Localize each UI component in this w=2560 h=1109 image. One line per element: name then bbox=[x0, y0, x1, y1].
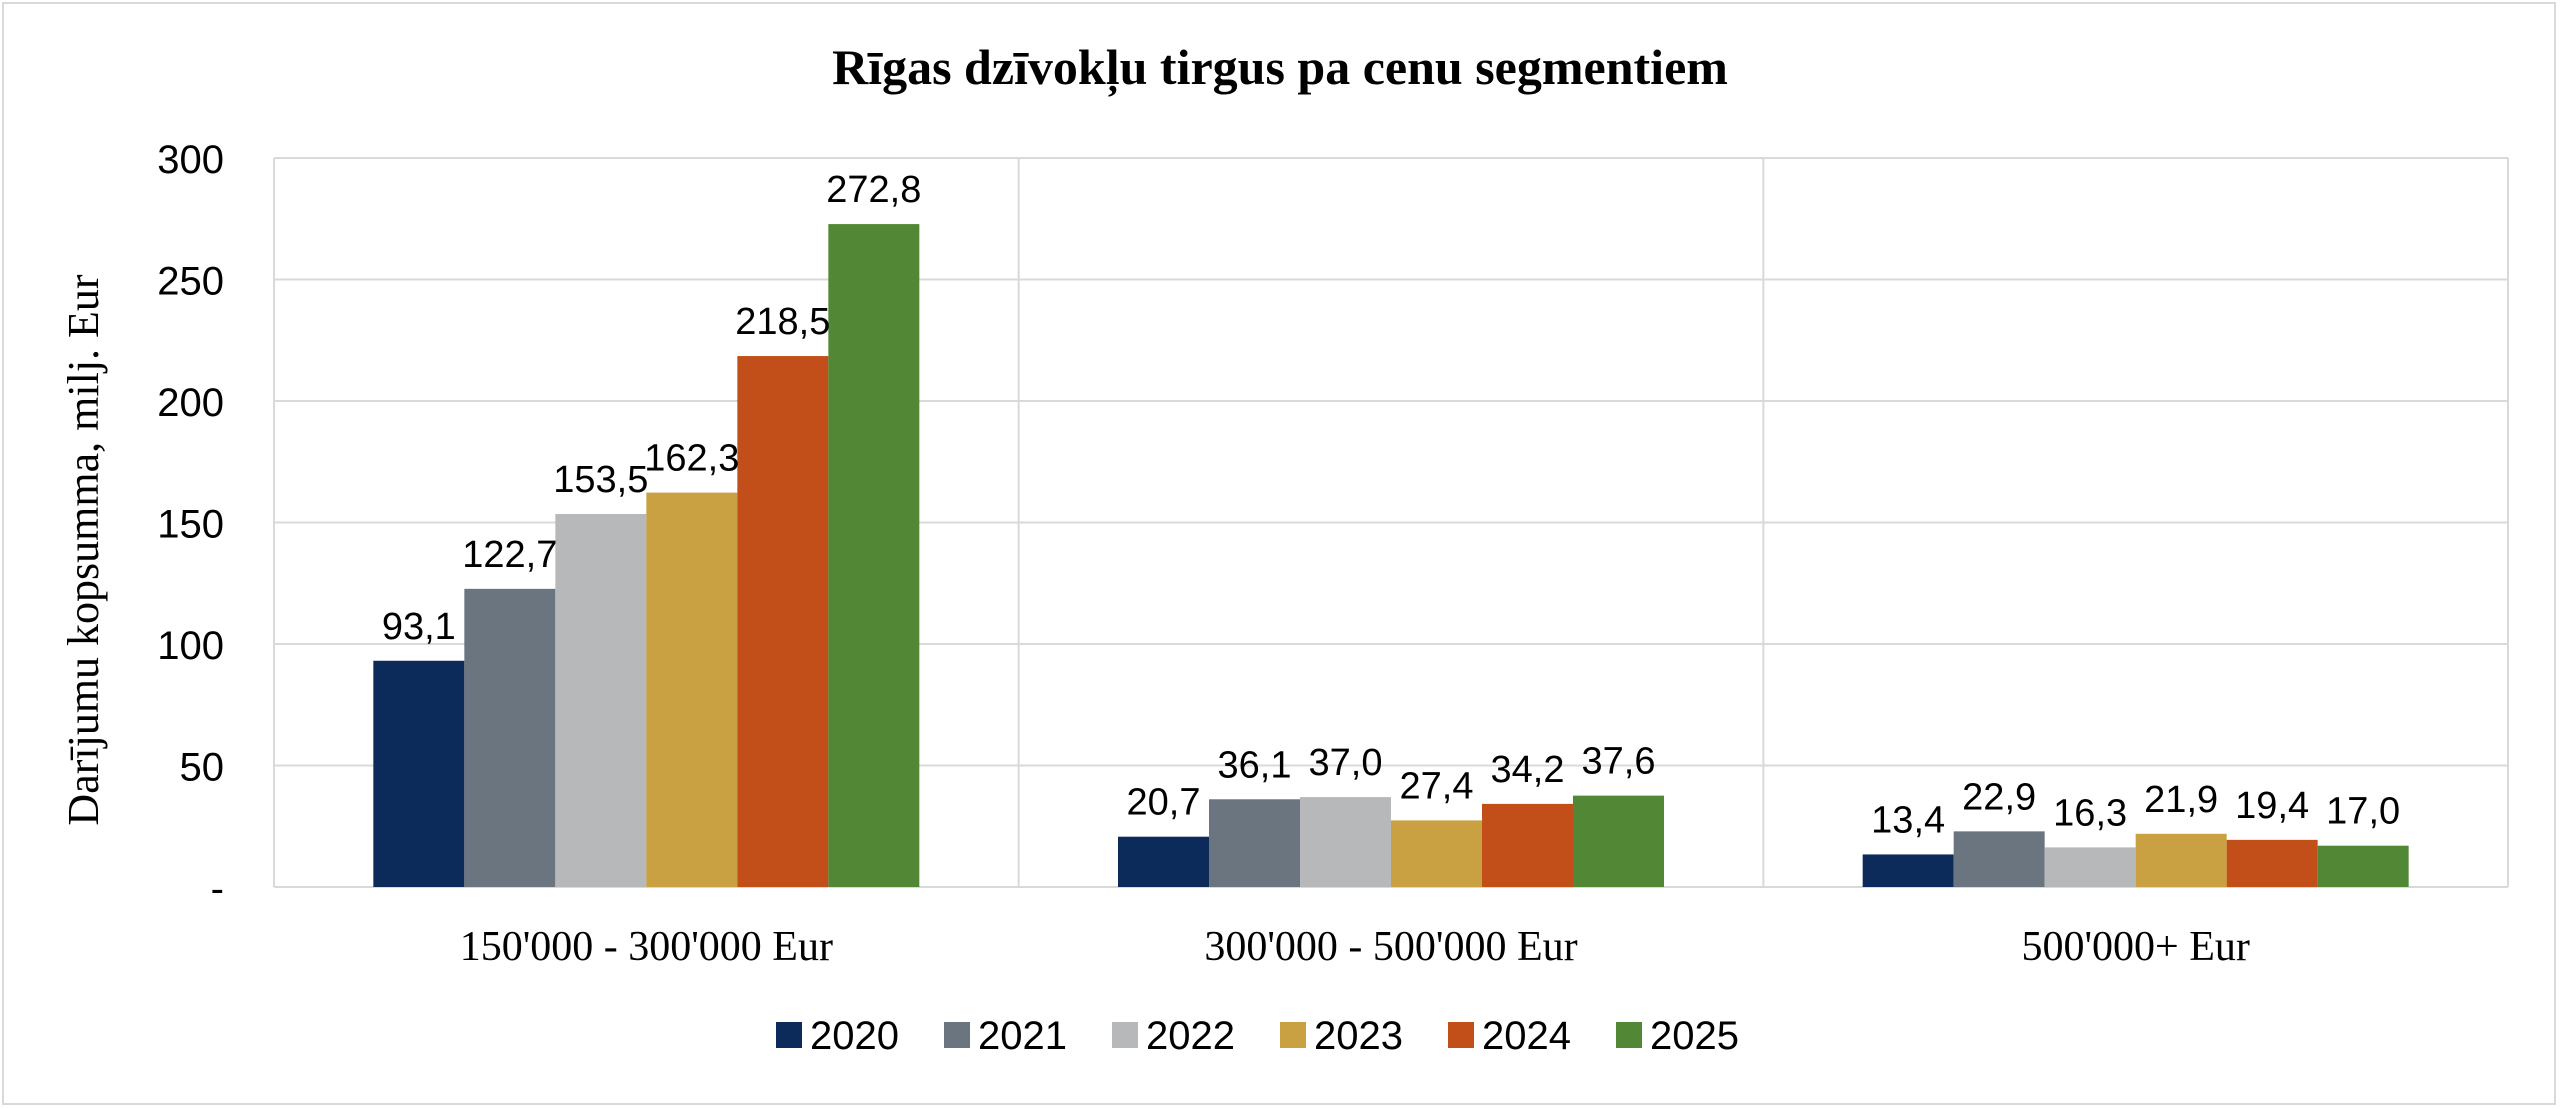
y-tick-label-4: 200 bbox=[157, 381, 224, 425]
data-label-2025-1: 37,6 bbox=[1582, 741, 1656, 783]
bar-2025-0 bbox=[828, 224, 920, 887]
bar-2024-1 bbox=[1482, 803, 1573, 887]
legend-label-2021: 2021 bbox=[978, 1014, 1067, 1058]
bar-2023-0 bbox=[646, 492, 738, 887]
bar-2020-0 bbox=[373, 660, 465, 887]
y-tick-label-5: 250 bbox=[157, 260, 224, 304]
y-tick-label-1: 50 bbox=[180, 746, 225, 790]
bar-2023-2 bbox=[2135, 833, 2227, 887]
data-label-2022-1: 37,0 bbox=[1309, 742, 1383, 784]
x-axis-ticks: 150'000 - 300'000 Eur 300'000 - 500'000 E… bbox=[460, 924, 2250, 970]
y-tick-label-6: 300 bbox=[157, 138, 224, 182]
data-label-2020-0: 93,1 bbox=[382, 606, 456, 648]
data-label-2025-2: 17,0 bbox=[2326, 791, 2400, 833]
data-label-2024-1: 34,2 bbox=[1491, 749, 1565, 791]
legend-swatch-2021 bbox=[944, 1022, 970, 1048]
bar-2020-1 bbox=[1118, 836, 1209, 887]
x-tick-label-1: 300'000 - 500'000 Eur bbox=[1204, 924, 1577, 970]
data-label-2021-1: 36,1 bbox=[1218, 744, 1292, 786]
bar-2022-1 bbox=[1300, 797, 1391, 887]
bars bbox=[373, 224, 2409, 887]
legend: 2020 2021 2022 2023 2024 2025 bbox=[776, 1014, 1739, 1058]
legend-swatch-2024 bbox=[1448, 1022, 1474, 1048]
legend-label-2022: 2022 bbox=[1146, 1014, 1235, 1058]
y-tick-label-0: - bbox=[211, 867, 224, 911]
bar-2021-0 bbox=[464, 588, 556, 887]
bar-2024-0 bbox=[737, 356, 829, 887]
data-label-2022-0: 153,5 bbox=[553, 459, 648, 501]
y-tick-label-2: 100 bbox=[157, 624, 224, 668]
data-label-2022-2: 16,3 bbox=[2053, 792, 2127, 834]
legend-label-2025: 2025 bbox=[1650, 1014, 1739, 1058]
data-label-2023-1: 27,4 bbox=[1400, 765, 1474, 807]
data-label-2021-0: 122,7 bbox=[462, 534, 557, 576]
y-axis-label: Darījumu kopsumma, milj. Eur bbox=[59, 274, 108, 826]
legend-label-2023: 2023 bbox=[1314, 1014, 1403, 1058]
y-axis-ticks: - 50 100 150 200 250 300 bbox=[157, 138, 224, 911]
chart-title: Rīgas dzīvokļu tirgus pa cenu segmentiem bbox=[832, 39, 1728, 98]
legend-label-2020: 2020 bbox=[810, 1014, 899, 1058]
data-label-2020-2: 13,4 bbox=[1871, 799, 1945, 841]
data-label-2024-2: 19,4 bbox=[2235, 785, 2309, 827]
data-label-2025-0: 272,8 bbox=[826, 169, 921, 211]
bar-2024-2 bbox=[2226, 839, 2318, 887]
legend-swatch-2023 bbox=[1280, 1022, 1306, 1048]
data-label-2023-0: 162,3 bbox=[644, 438, 739, 480]
legend-swatch-2025 bbox=[1616, 1022, 1642, 1048]
bar-2022-0 bbox=[555, 513, 647, 887]
legend-swatch-2022 bbox=[1112, 1022, 1138, 1048]
bar-2020-2 bbox=[1862, 854, 1954, 887]
bar-2023-1 bbox=[1391, 820, 1482, 887]
bar-2021-1 bbox=[1209, 799, 1300, 887]
data-label-2023-2: 21,9 bbox=[2144, 779, 2218, 821]
legend-swatch-2020 bbox=[776, 1022, 802, 1048]
data-label-2021-2: 22,9 bbox=[1962, 776, 2036, 818]
x-tick-label-2: 500'000+ Eur bbox=[2021, 924, 2249, 970]
data-label-2024-0: 218,5 bbox=[735, 301, 830, 343]
bar-2025-2 bbox=[2317, 845, 2409, 887]
bar-2022-2 bbox=[2044, 847, 2136, 887]
bar-2025-1 bbox=[1573, 795, 1664, 887]
bar-2021-2 bbox=[1953, 831, 2045, 887]
y-tick-label-3: 150 bbox=[157, 503, 224, 547]
legend-label-2024: 2024 bbox=[1482, 1014, 1571, 1058]
data-label-2020-1: 20,7 bbox=[1127, 782, 1201, 824]
x-tick-label-0: 150'000 - 300'000 Eur bbox=[460, 924, 833, 970]
